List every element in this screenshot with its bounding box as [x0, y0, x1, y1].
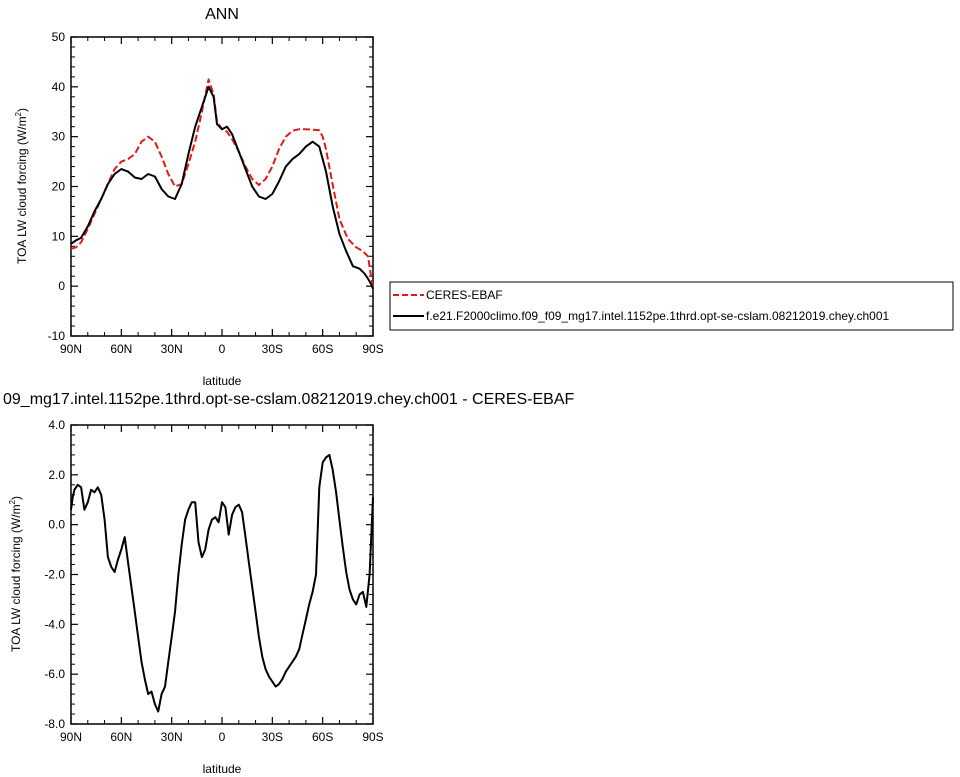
- bottom-panel: 09_mg17.intel.1152pe.1thrd.opt-se-cslam.…: [3, 391, 575, 776]
- top-y-axis: -10 0 10 20 30 40 50: [48, 30, 373, 343]
- top-y-axis-label-close: ): [15, 108, 29, 112]
- top-y-tick-label: 30: [52, 130, 66, 144]
- top-y-tick-label: 50: [52, 30, 66, 44]
- top-series-lines: [70, 78, 374, 290]
- bottom-plot-frame: [70, 424, 374, 725]
- bottom-y-tick-label: 4.0: [48, 418, 65, 432]
- legend-label-ceres: CERES-EBAF: [426, 288, 503, 302]
- top-series-line-1: [70, 85, 374, 290]
- bottom-y-tick-label: 2.0: [48, 468, 65, 482]
- bottom-series-line-0: [70, 453, 374, 713]
- top-y-tick-label: 10: [52, 229, 66, 243]
- top-x-tick-label: 60N: [110, 342, 132, 356]
- top-x-axis: 90N 60N 30N 0 30S 60S 90S: [60, 37, 384, 356]
- top-x-tick-label: 90N: [60, 342, 82, 356]
- bottom-x-tick-label: 90N: [60, 730, 82, 744]
- bottom-y-tick-label: -6.0: [44, 667, 65, 681]
- top-y-axis-label-text: TOA LW cloud forcing (W/m: [15, 116, 29, 264]
- bottom-y-axis-label-sup: 2: [8, 499, 17, 504]
- legend-label-model: f.e21.F2000climo.f09_f09_mg17.intel.1152…: [426, 309, 890, 323]
- bottom-y-axis-label-close: ): [9, 496, 23, 500]
- top-panel: ANN -10 0 10 20 30 40 50 90N 60N 30N 0 30S 60S 90S l…: [14, 6, 384, 388]
- bottom-y-axis: -8.0 -6.0 -4.0 -2.0 0.0 2.0 4.0: [44, 418, 373, 731]
- top-plot-frame: [70, 36, 374, 337]
- bottom-chart-title: 09_mg17.intel.1152pe.1thrd.opt-se-cslam.…: [3, 391, 575, 408]
- top-x-tick-label: 60S: [312, 342, 333, 356]
- top-x-tick-label: 30N: [161, 342, 183, 356]
- bottom-x-axis-label: latitude: [203, 762, 242, 776]
- top-y-tick-label: 20: [52, 180, 66, 194]
- bottom-x-axis: 90N 60N 30N 0 30S 60S 90S: [60, 425, 384, 744]
- top-x-tick-label: 30S: [262, 342, 283, 356]
- top-chart-title: ANN: [205, 6, 239, 23]
- bottom-y-axis-label-text: TOA LW cloud forcing (W/m: [9, 504, 23, 652]
- top-y-tick-label: 40: [52, 80, 66, 94]
- bottom-x-tick-label: 90S: [362, 730, 383, 744]
- top-y-axis-label-sup: 2: [14, 111, 23, 116]
- bottom-y-tick-label: -2.0: [44, 568, 65, 582]
- top-x-axis-label: latitude: [203, 374, 242, 388]
- top-x-tick-label: 90S: [362, 342, 383, 356]
- bottom-y-tick-label: 0.0: [48, 518, 65, 532]
- top-y-tick-label: 0: [58, 279, 65, 293]
- top-y-axis-label: TOA LW cloud forcing (W/m2): [14, 108, 29, 264]
- bottom-x-tick-label: 0: [219, 730, 226, 744]
- bottom-y-tick-label: -8.0: [44, 717, 65, 731]
- bottom-x-tick-label: 30S: [262, 730, 283, 744]
- top-y-tick-label: -10: [48, 329, 66, 343]
- top-x-tick-label: 0: [219, 342, 226, 356]
- bottom-x-tick-label: 60S: [312, 730, 333, 744]
- bottom-series-lines: [70, 453, 374, 713]
- legend-box: [389, 281, 954, 331]
- bottom-y-axis-label: TOA LW cloud forcing (W/m2): [8, 496, 23, 652]
- bottom-x-tick-label: 60N: [110, 730, 132, 744]
- bottom-x-tick-label: 30N: [161, 730, 183, 744]
- bottom-y-tick-label: -4.0: [44, 617, 65, 631]
- legend: CERES-EBAF f.e21.F2000climo.f09_f09_mg17…: [389, 281, 954, 331]
